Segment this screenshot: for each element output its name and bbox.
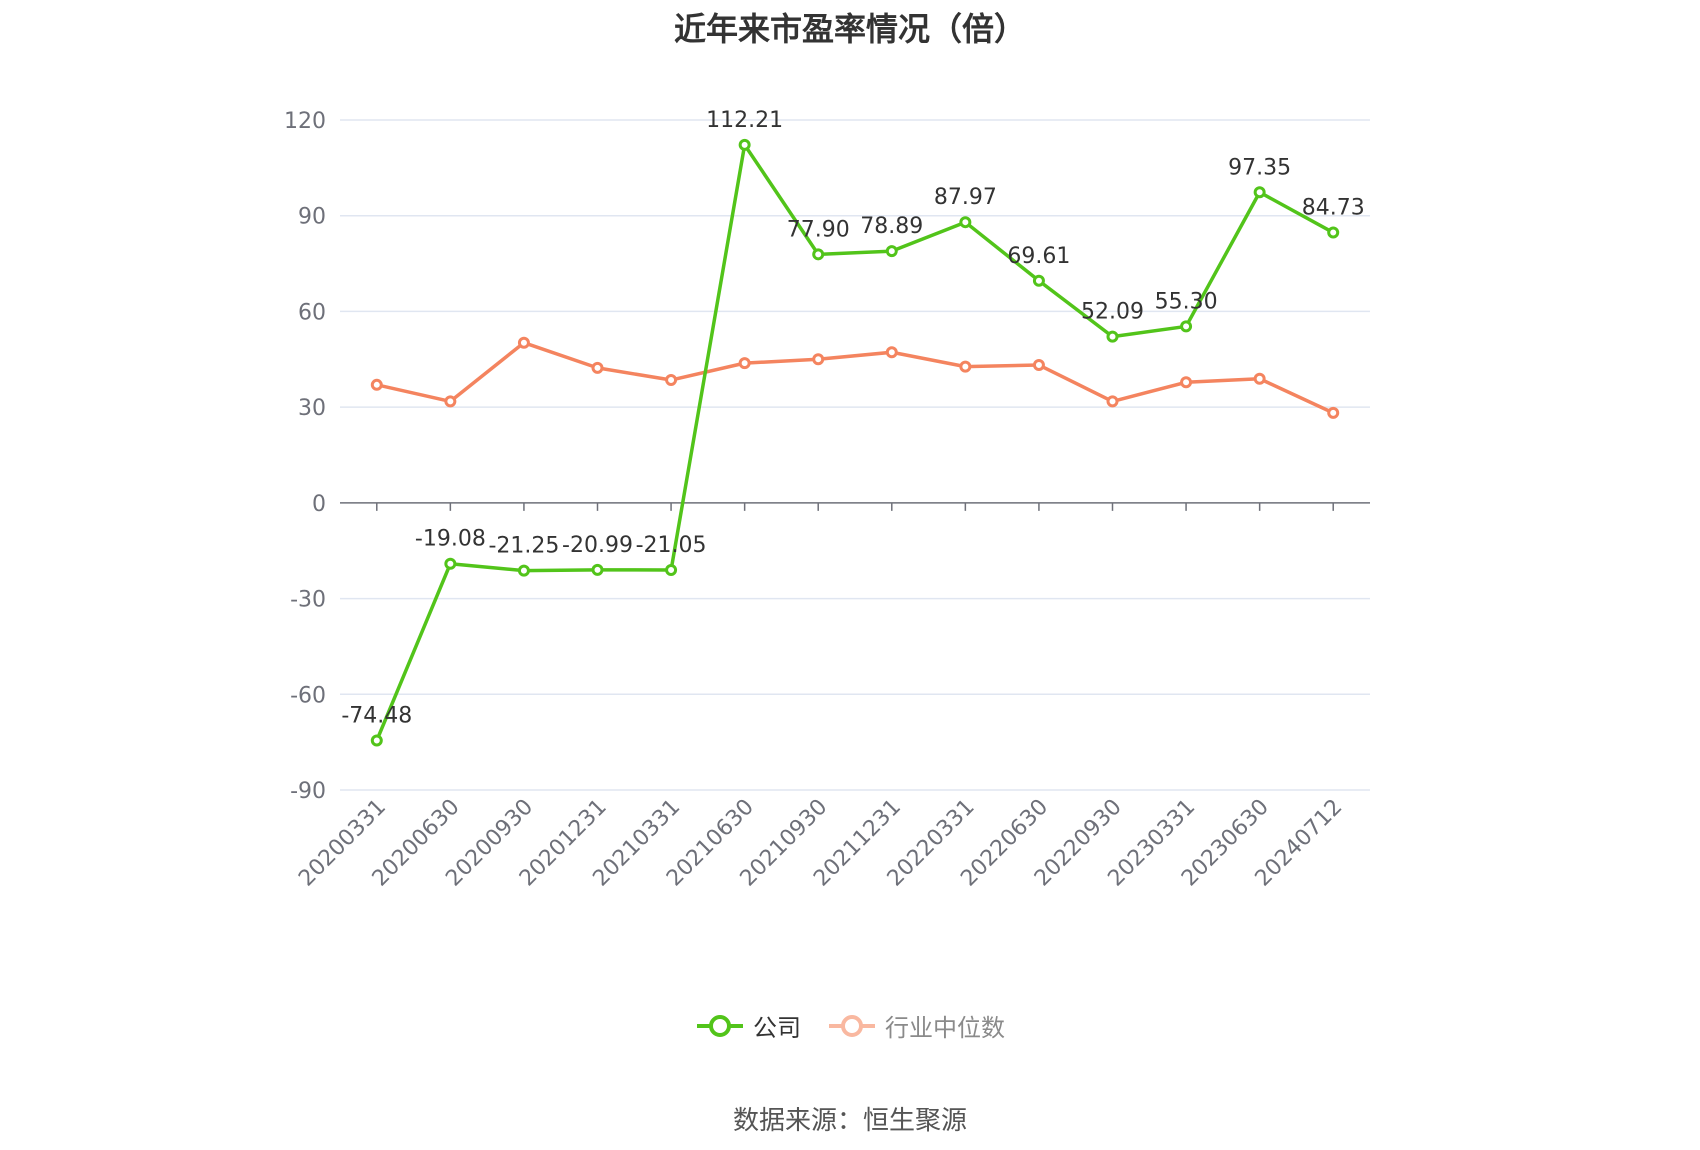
data-label: 69.61 [1007, 244, 1070, 269]
legend-line-icon [829, 1014, 875, 1037]
line-chart: 1209060300-30-60-90202003312020063020200… [284, 108, 1370, 891]
data-point [1327, 226, 1340, 239]
data-point [959, 360, 972, 373]
data-point [665, 564, 678, 577]
data-point [959, 216, 972, 229]
series-line-company [375, 143, 1335, 742]
data-point [885, 245, 898, 258]
data-point [1327, 406, 1340, 419]
data-point [591, 563, 604, 576]
data-point [591, 361, 604, 374]
data-label: 78.89 [860, 214, 923, 239]
y-tick-label: -60 [290, 683, 326, 708]
data-point [1253, 372, 1266, 385]
data-point [444, 395, 457, 408]
y-tick-label: 60 [298, 300, 326, 325]
data-label: 77.90 [787, 217, 850, 242]
data-point [1106, 395, 1119, 408]
data-point [517, 336, 530, 349]
data-label: -21.25 [488, 534, 559, 559]
series-line-industry [376, 340, 1334, 415]
legend-item-company[interactable]: 公司 [695, 1008, 801, 1043]
legend: 公司 行业中位数 [0, 1008, 1700, 1043]
data-point [812, 353, 825, 366]
legend-item-industry[interactable]: 行业中位数 [827, 1008, 1005, 1043]
data-label: -20.99 [562, 533, 633, 558]
data-point [1032, 359, 1045, 372]
axis-layer: 1209060300-30-60-90202003312020063020200… [284, 109, 1370, 891]
data-label: -21.05 [636, 533, 707, 558]
data-point [1106, 330, 1119, 343]
label-layer: -74.48 -19.08 -21.25 -20.99 -21.05 112.21 77.9… [341, 108, 1364, 729]
legend-label-industry: 行业中位数 [885, 1014, 1005, 1042]
data-point [665, 374, 678, 387]
data-label: 55.30 [1155, 289, 1218, 314]
data-point [1180, 320, 1193, 333]
y-tick-label: -30 [290, 588, 326, 613]
data-point [370, 378, 383, 391]
y-tick-label: -90 [290, 779, 326, 804]
data-point [1180, 376, 1193, 389]
data-label: 112.21 [706, 108, 783, 133]
series-layer [370, 138, 1340, 747]
data-point [1032, 274, 1045, 287]
data-point [370, 734, 383, 747]
y-tick-label: 30 [298, 396, 326, 421]
data-label: 97.35 [1228, 155, 1291, 180]
data-label: 87.97 [934, 185, 997, 210]
data-label: -74.48 [341, 703, 412, 728]
data-point [738, 138, 751, 151]
data-label: -19.08 [415, 527, 486, 552]
data-label: 84.73 [1302, 196, 1365, 221]
data-point [444, 557, 457, 570]
data-point [885, 346, 898, 359]
data-point [812, 248, 825, 261]
data-label: 52.09 [1081, 300, 1144, 325]
grid-layer [340, 119, 1370, 791]
y-tick-label: 120 [284, 109, 326, 134]
legend-line-icon [697, 1014, 743, 1037]
data-point [738, 357, 751, 370]
data-point [517, 564, 530, 577]
legend-label-company: 公司 [753, 1014, 801, 1042]
y-tick-label: 0 [312, 492, 326, 517]
y-tick-label: 90 [298, 205, 326, 230]
data-source: 数据来源：恒生聚源 [732, 1106, 967, 1136]
chart-title: 近年来市盈率情况（倍） [673, 10, 1026, 48]
data-point [1253, 186, 1266, 199]
